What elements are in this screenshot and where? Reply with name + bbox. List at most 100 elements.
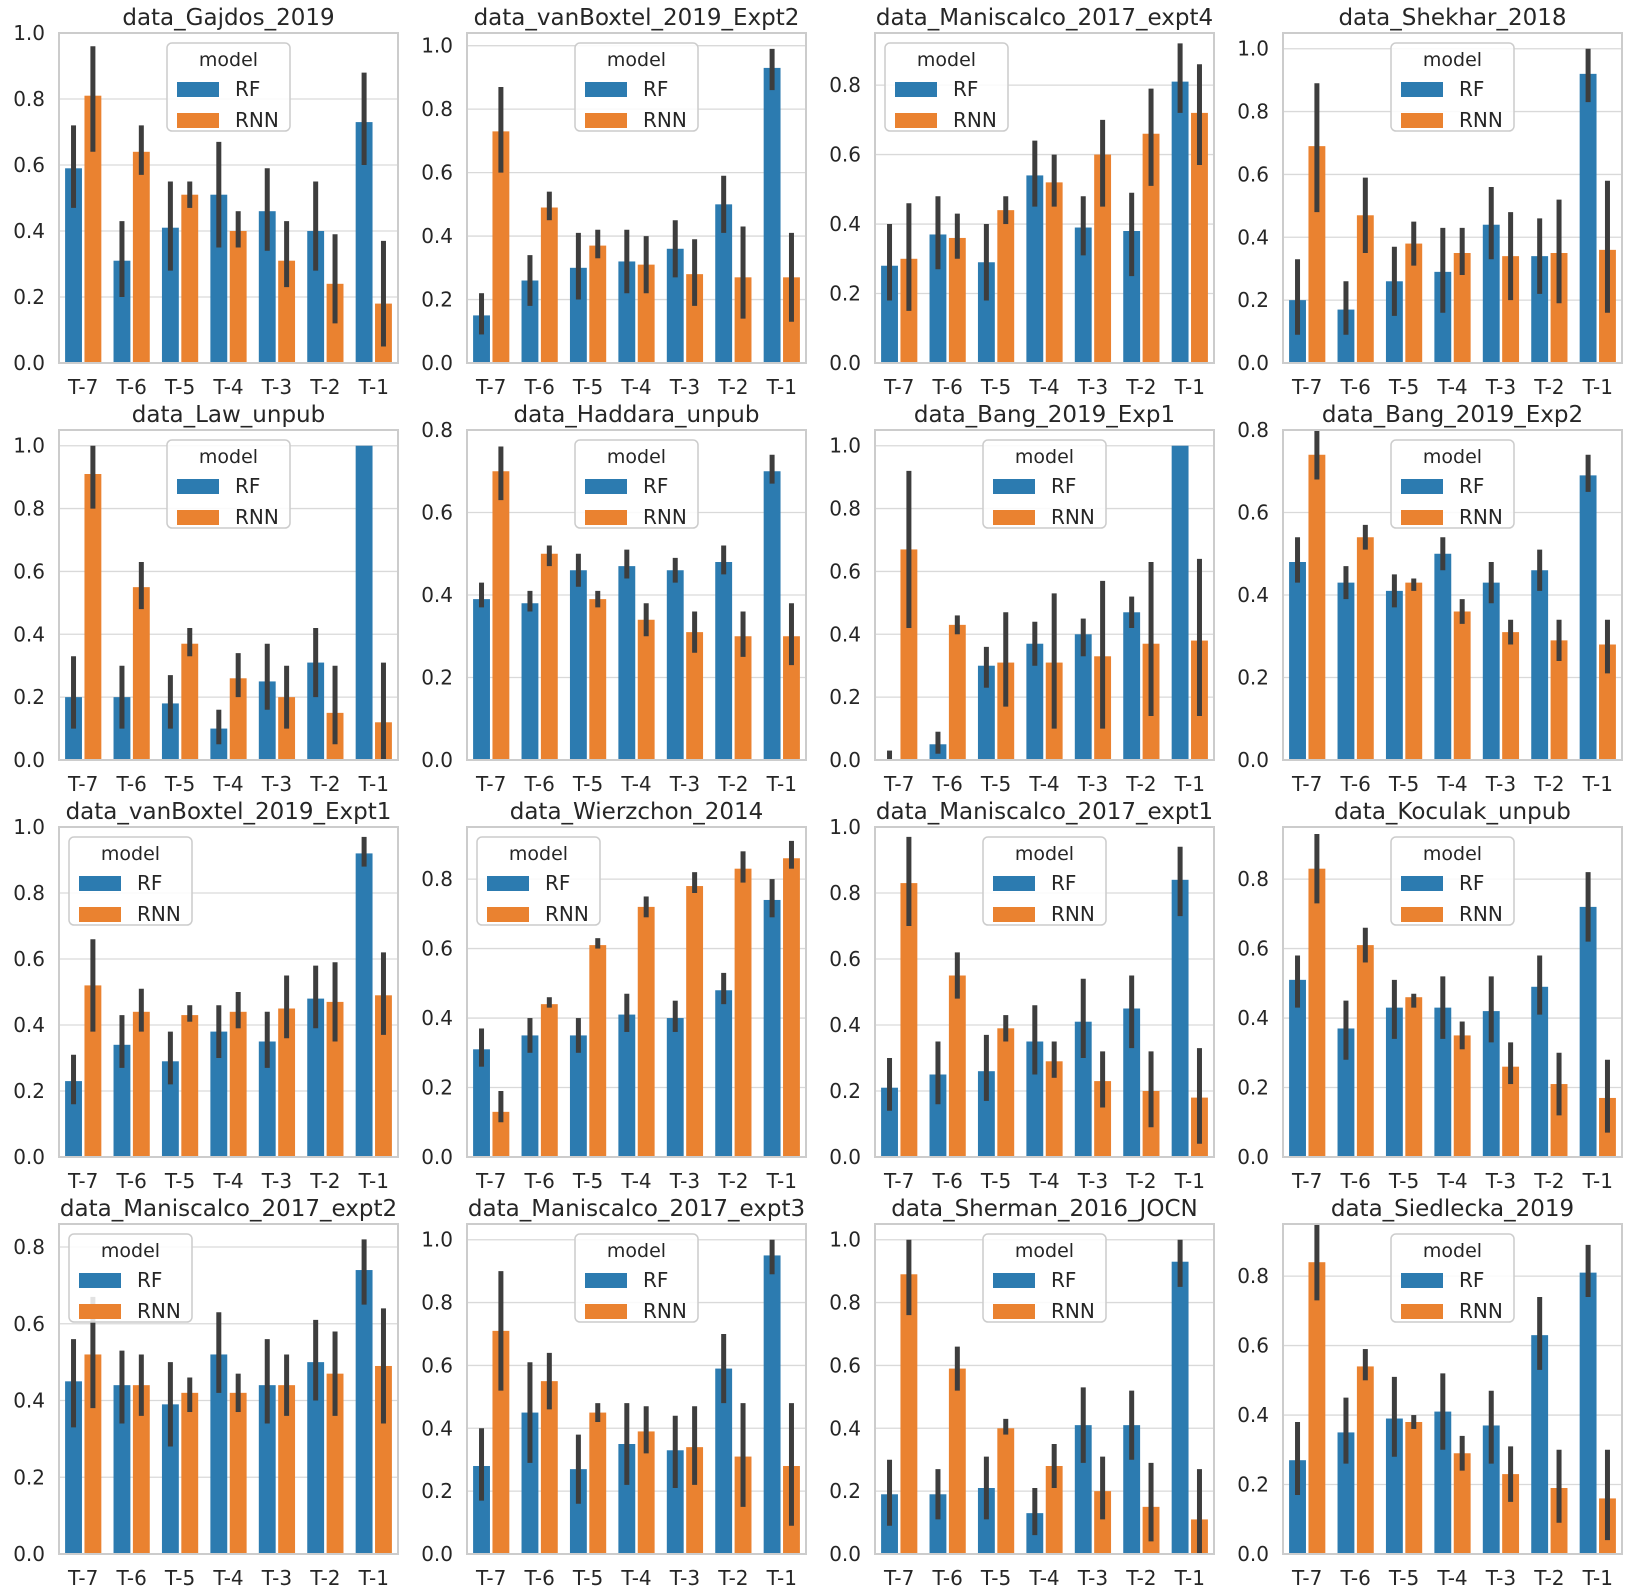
bar-rf	[1579, 1272, 1597, 1554]
subplot-15: data_Siedlecka_2019 0.0 0.2 0.4 0.6 0.8 T-7 T-6…	[1237, 1196, 1623, 1590]
y-tick-label: 0.6	[1237, 162, 1269, 186]
legend-swatch-rf	[487, 876, 529, 891]
y-tick-label: 0.8	[829, 73, 861, 97]
legend: model RF RNN	[68, 1233, 193, 1323]
bar-rnn	[686, 886, 704, 1157]
bar-rnn	[948, 237, 966, 363]
bar-rnn	[900, 549, 918, 760]
bar-rf	[1123, 1425, 1141, 1554]
legend-swatch-rnn	[177, 113, 219, 128]
legend-swatch-rnn	[993, 907, 1035, 922]
bar-rnn	[278, 1008, 296, 1157]
subplot-3: data_Shekhar_2018 0.0 0.2 0.4 0.6 0.8 1.0 T-7 T-…	[1237, 5, 1623, 399]
legend-swatch-rnn	[1401, 1304, 1443, 1319]
x-tick-label: T-1	[1582, 772, 1613, 796]
legend-title: model	[1423, 843, 1482, 865]
y-tick-label: 0.4	[421, 1006, 453, 1030]
bar-rf	[618, 566, 636, 760]
legend-label-rnn: RNN	[953, 108, 997, 132]
y-tick-label: 0.2	[13, 1465, 45, 1489]
bar-rf	[1026, 1041, 1044, 1157]
legend-swatch-rnn	[487, 907, 529, 922]
subplot-title: data_Maniscalco_2017_expt2	[60, 1196, 397, 1222]
bar-rf	[1434, 271, 1452, 363]
y-tick-label: 0.8	[421, 867, 453, 891]
bar-rf	[763, 899, 781, 1157]
subplot-title: data_Shekhar_2018	[1338, 5, 1566, 31]
x-tick-label: T-1	[358, 1169, 389, 1193]
y-tick-label: 0.4	[421, 224, 453, 248]
y-tick-label: 0.4	[421, 583, 453, 607]
legend-swatch-rnn	[79, 1304, 121, 1319]
bar-rnn	[181, 194, 199, 363]
x-tick-label: T-6	[523, 772, 554, 796]
y-tick-label: 0.0	[829, 1145, 861, 1169]
legend-label-rf: RF	[953, 77, 978, 101]
subplot-title: data_Siedlecka_2019	[1331, 1196, 1574, 1222]
bar-rnn	[375, 1365, 392, 1554]
x-tick-label: T-4	[620, 1169, 651, 1193]
y-tick-label: 0.0	[13, 748, 45, 772]
subplot-13: data_Maniscalco_2017_expt3 0.0 0.2 0.4 0.6 0.…	[421, 1196, 807, 1590]
y-tick-label: 0.0	[421, 748, 453, 772]
bar-rf	[1123, 231, 1141, 363]
y-tick-label: 0.2	[1237, 1473, 1269, 1497]
bar-rf	[1482, 582, 1500, 760]
legend: model RF RNN	[166, 439, 291, 529]
bar-rf	[977, 262, 995, 363]
y-tick-label: 0.6	[1237, 1334, 1269, 1358]
legend-swatch-rf	[993, 479, 1035, 494]
y-tick-label: 1.0	[1237, 37, 1269, 61]
x-tick-label: T-7	[475, 1566, 506, 1590]
x-tick-label: T-2	[1125, 375, 1156, 399]
legend-title: model	[917, 49, 976, 71]
bar-rnn	[1308, 454, 1326, 760]
legend: model RF RNN	[1390, 42, 1515, 132]
x-tick-label: T-6	[115, 772, 146, 796]
bar-rnn	[1356, 1366, 1374, 1554]
bar-rf	[618, 261, 636, 363]
bar-rf	[473, 599, 490, 760]
bar-rnn	[997, 1028, 1015, 1157]
bar-rf	[473, 1466, 490, 1554]
x-tick-label: T-3	[669, 772, 700, 796]
y-tick-label: 0.4	[13, 1013, 45, 1037]
x-tick-label: T-6	[115, 1566, 146, 1590]
legend-label-rnn: RNN	[643, 108, 687, 132]
legend-label-rf: RF	[1459, 1268, 1484, 1292]
bar-rf	[307, 231, 325, 363]
y-tick-label: 0.0	[1237, 351, 1269, 375]
y-tick-label: 0.0	[421, 1145, 453, 1169]
x-tick-label: T-7	[67, 375, 98, 399]
bar-rnn	[637, 619, 655, 760]
x-tick-label: T-7	[475, 375, 506, 399]
y-tick-label: 0.8	[13, 497, 45, 521]
bar-rf	[113, 260, 131, 363]
bar-rnn	[1405, 1422, 1423, 1554]
x-tick-label: T-5	[980, 772, 1011, 796]
bar-rf	[666, 570, 684, 760]
subplot-2: data_Maniscalco_2017_expt4 0.0 0.2 0.4 0.6 0.…	[829, 5, 1215, 399]
x-tick-label: T-3	[669, 375, 700, 399]
bar-rf	[569, 570, 587, 760]
bar-rf	[1337, 309, 1355, 363]
x-tick-label: T-4	[212, 375, 243, 399]
x-tick-label: T-3	[669, 1169, 700, 1193]
subplot-title: data_Haddara_unpub	[514, 402, 760, 428]
y-tick-label: 0.2	[13, 1079, 45, 1103]
bar-rnn	[589, 245, 607, 363]
bar-rnn	[181, 1392, 199, 1554]
legend-frame	[1390, 836, 1515, 926]
y-tick-label: 0.6	[421, 1353, 453, 1377]
bar-rf	[763, 471, 781, 760]
legend-swatch-rnn	[585, 510, 627, 525]
bar-rf	[65, 1381, 82, 1554]
bar-rf	[1074, 1021, 1092, 1157]
subplot-11: data_Koculak_unpub 0.0 0.2 0.4 0.6 0.8 T-7 T-6 T…	[1237, 799, 1623, 1193]
legend: model RF RNN	[982, 836, 1107, 926]
bar-rf	[1434, 1411, 1452, 1554]
x-tick-label: T-7	[1291, 375, 1322, 399]
y-tick-label: 1.0	[829, 815, 861, 839]
legend-swatch-rnn	[895, 113, 937, 128]
